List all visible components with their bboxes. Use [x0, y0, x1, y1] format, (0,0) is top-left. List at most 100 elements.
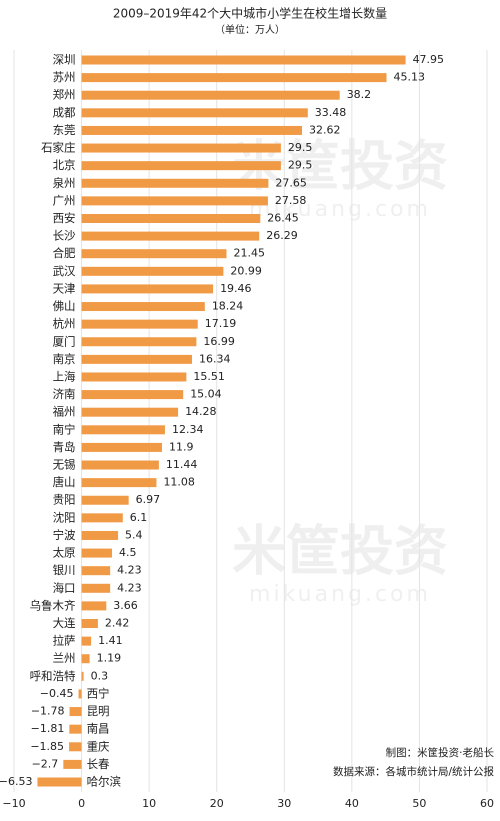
- bar: [81, 636, 92, 646]
- category-label: 武汉: [53, 264, 76, 278]
- category-label: 乌鲁木齐: [30, 598, 76, 612]
- category-label: 拉萨: [53, 634, 76, 648]
- category-label: 天津: [53, 281, 76, 295]
- value-label: 38.2: [347, 88, 372, 101]
- bar: [81, 530, 119, 540]
- category-label: 重庆: [87, 739, 110, 753]
- bar: [37, 777, 82, 787]
- bar: [81, 478, 157, 488]
- value-label: 5.4: [125, 528, 143, 541]
- value-label: 3.66: [113, 599, 138, 612]
- bar: [81, 372, 187, 382]
- category-label: 宁波: [53, 528, 76, 542]
- value-label: 16.99: [203, 335, 235, 348]
- category-label: 海口: [53, 581, 76, 595]
- category-label: 呼和浩特: [30, 669, 76, 683]
- x-tick-label: −10: [2, 797, 25, 810]
- category-label: 无锡: [53, 458, 76, 472]
- watermark: 米筐投资: [232, 520, 448, 583]
- bar: [81, 143, 281, 153]
- bar: [81, 90, 340, 100]
- bar: [81, 654, 90, 664]
- value-label: 16.34: [199, 352, 231, 365]
- category-label: 北京: [53, 158, 76, 172]
- source-note: 制图：米筐投资·老船长: [386, 746, 495, 759]
- bar: [81, 566, 111, 576]
- category-label: 长春: [87, 757, 110, 771]
- category-label: 深圳: [53, 53, 76, 67]
- value-label: 11.9: [169, 440, 194, 453]
- value-label: 1.19: [97, 652, 122, 665]
- category-label: 济南: [53, 387, 76, 401]
- bar: [81, 108, 308, 118]
- category-label: 西安: [53, 211, 76, 225]
- bar: [81, 442, 162, 452]
- value-label: 47.95: [413, 53, 445, 66]
- category-label: 大连: [53, 616, 76, 630]
- category-label: 南宁: [53, 422, 76, 436]
- category-label: 兰州: [53, 651, 76, 665]
- value-label: 11.44: [166, 458, 198, 471]
- bar: [81, 125, 302, 135]
- value-label: 0.3: [91, 669, 109, 682]
- category-label: 福州: [53, 405, 76, 419]
- bar: [81, 55, 406, 65]
- x-tick-label: 0: [78, 797, 85, 810]
- bar: [81, 513, 123, 523]
- category-label: 昆明: [87, 704, 110, 718]
- value-label: 33.48: [315, 106, 347, 119]
- category-label: 合肥: [53, 246, 76, 260]
- x-tick-label: 20: [210, 797, 224, 810]
- value-label: −1.85: [30, 740, 64, 753]
- bar: [81, 249, 227, 259]
- value-label: 26.45: [267, 211, 299, 224]
- bar: [81, 231, 260, 241]
- value-label: −0.45: [40, 687, 74, 700]
- value-label: 6.97: [136, 493, 161, 506]
- bar: [81, 495, 129, 505]
- value-label: 6.1: [130, 511, 148, 524]
- bar: [81, 284, 214, 294]
- category-label: 太原: [53, 546, 76, 560]
- value-label: 26.29: [266, 229, 298, 242]
- value-label: −2.7: [32, 757, 59, 770]
- category-label: 长沙: [53, 229, 76, 243]
- bar: [81, 354, 192, 364]
- value-label: −1.78: [31, 705, 65, 718]
- category-label: 佛山: [53, 299, 76, 313]
- value-label: 17.19: [205, 317, 237, 330]
- bar: [81, 407, 179, 417]
- value-label: 27.58: [275, 194, 307, 207]
- category-label: 西宁: [87, 686, 110, 700]
- bar: [81, 337, 197, 347]
- category-label: 苏州: [53, 70, 76, 84]
- category-label: 贵阳: [53, 493, 76, 507]
- category-label: 唐山: [53, 475, 76, 489]
- bar: [81, 196, 268, 206]
- x-tick-label: 10: [142, 797, 156, 810]
- bar: [81, 161, 281, 171]
- value-label: 15.51: [193, 370, 225, 383]
- value-label: 45.13: [394, 71, 426, 84]
- category-label: 南昌: [87, 722, 110, 736]
- value-label: 21.45: [234, 247, 266, 260]
- bar: [81, 425, 165, 435]
- x-tick-label: 60: [480, 797, 494, 810]
- bar: [81, 460, 159, 470]
- bar: [81, 671, 84, 681]
- category-label: 哈尔滨: [87, 775, 122, 789]
- value-label: −1.81: [31, 722, 65, 735]
- value-label: −6.53: [0, 775, 32, 788]
- category-label: 成都: [53, 105, 76, 119]
- value-label: 15.04: [190, 388, 222, 401]
- x-tick-label: 50: [412, 797, 426, 810]
- bar: [81, 390, 184, 400]
- bar: [81, 619, 98, 629]
- category-label: 上海: [53, 369, 76, 383]
- watermark: mikuang.com: [249, 197, 431, 222]
- value-label: 1.41: [98, 634, 123, 647]
- category-label: 石家庄: [41, 141, 76, 155]
- category-label: 厦门: [53, 334, 76, 348]
- bar: [81, 266, 224, 276]
